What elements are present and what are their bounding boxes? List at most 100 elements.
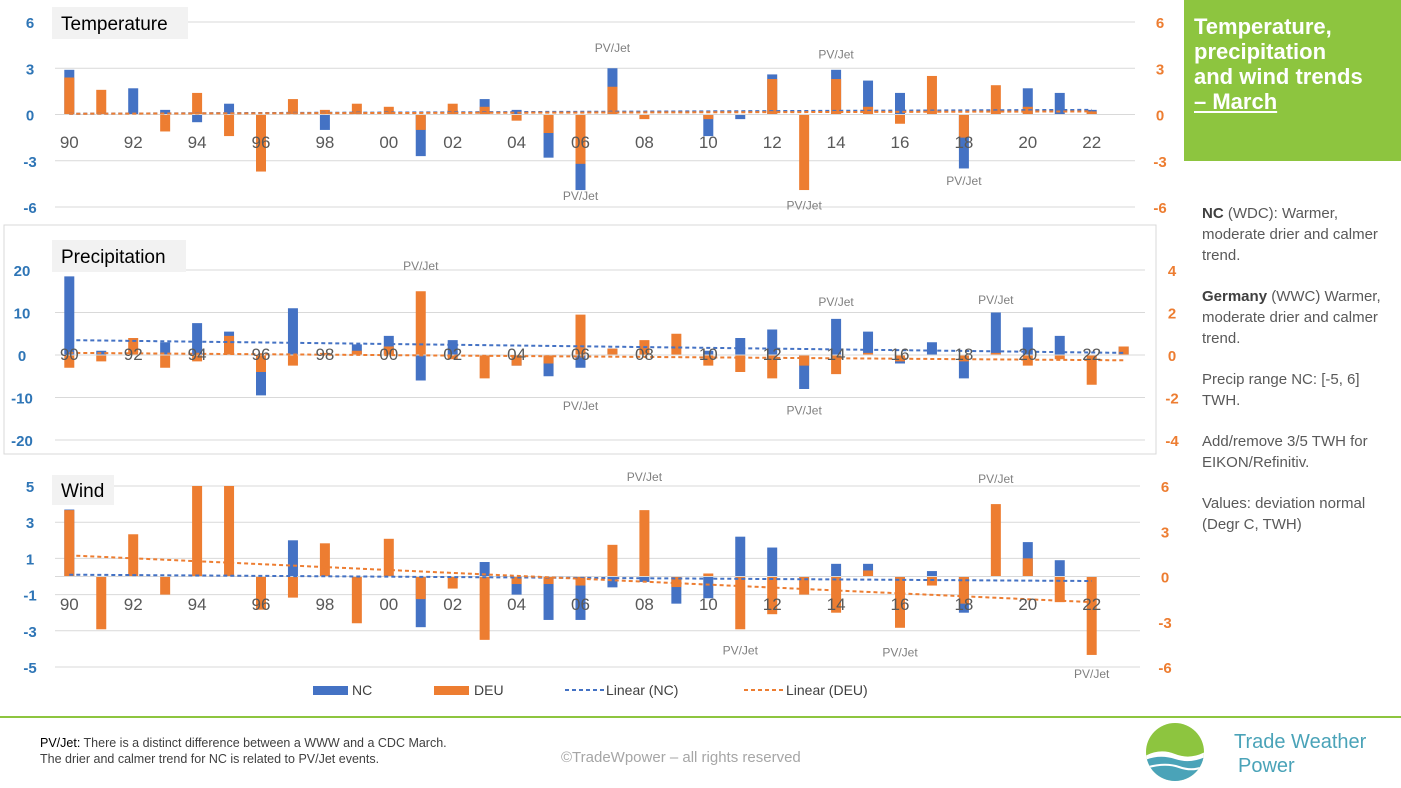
sidebar-notes: NC (WDC): Warmer, moderate drier and cal… <box>1202 203 1397 555</box>
bar-deu <box>479 355 490 379</box>
x-tick-label: 94 <box>188 595 207 614</box>
annotation-pvjet: PV/Jet <box>403 259 439 273</box>
x-tick-label: 00 <box>379 345 398 364</box>
x-tick-label: 98 <box>315 595 334 614</box>
sidebar-title-link[interactable]: – March <box>1194 89 1278 114</box>
bar-deu <box>767 355 778 379</box>
bar-nc <box>64 276 75 355</box>
x-tick-label: 94 <box>188 133 207 152</box>
bar-deu <box>192 486 203 577</box>
bar-nc <box>575 355 586 368</box>
bar-deu <box>256 114 266 172</box>
bar-nc <box>703 576 714 599</box>
bar-deu <box>607 86 618 115</box>
bar-nc <box>767 329 778 355</box>
bar-deu <box>1086 355 1097 385</box>
x-tick-label: 92 <box>124 345 143 364</box>
x-tick-label: 90 <box>60 595 79 614</box>
bar-nc <box>192 323 203 355</box>
bar-deu <box>256 355 266 372</box>
left-tick-label: -3 <box>23 154 36 171</box>
bar-deu <box>415 576 426 600</box>
x-tick-label: 22 <box>1082 345 1101 364</box>
bar-deu <box>831 355 842 375</box>
bar-nc <box>863 80 874 115</box>
bar-deu <box>543 114 554 133</box>
bar-nc <box>192 114 203 123</box>
brand-name: Trade Weather Power <box>1234 730 1366 778</box>
bar-deu <box>767 576 778 615</box>
bar-nc <box>895 92 905 115</box>
bar-deu <box>1022 558 1033 577</box>
bar-deu <box>958 114 969 138</box>
x-tick-label: 18 <box>954 133 973 152</box>
panel-frame <box>3 224 1157 455</box>
bar-deu <box>863 570 874 577</box>
note-nc: NC (WDC): Warmer, moderate drier and cal… <box>1202 205 1378 264</box>
bar-deu <box>415 114 426 130</box>
bar-deu <box>895 114 905 124</box>
left-tick-label: 3 <box>26 61 34 78</box>
left-tick-label: -5 <box>23 660 36 677</box>
bar-nc <box>767 547 778 577</box>
x-tick-label: 16 <box>891 595 910 614</box>
bar-nc <box>383 335 394 355</box>
note-eikon: Add/remove 3/5 TWH for EIKON/Refinitiv. <box>1202 433 1368 471</box>
right-tick-label: -3 <box>1158 615 1171 632</box>
bar-nc <box>990 312 1001 355</box>
bar-nc <box>256 355 266 396</box>
left-tick-label: -1 <box>23 588 36 605</box>
sidebar-title-line-2: precipitation <box>1194 39 1327 64</box>
left-tick-label: 3 <box>26 515 34 532</box>
left-tick-label: -10 <box>11 391 33 408</box>
x-tick-label: 00 <box>379 595 398 614</box>
right-tick-label: 0 <box>1156 108 1164 125</box>
bar-deu <box>799 114 810 191</box>
x-tick-label: 98 <box>315 345 334 364</box>
bar-deu <box>224 486 235 577</box>
bar-deu <box>447 103 458 115</box>
bar-deu <box>767 79 778 115</box>
footnote-label: PV/Jet: <box>40 736 81 750</box>
bar-deu <box>415 291 426 355</box>
right-tick-label: -6 <box>1153 200 1166 217</box>
bar-deu <box>287 355 298 366</box>
bar-deu <box>575 114 586 164</box>
x-tick-label: 96 <box>252 345 271 364</box>
bar-deu <box>224 114 235 137</box>
bar-deu <box>607 544 618 577</box>
right-tick-label: 4 <box>1168 263 1177 280</box>
x-tick-label: 16 <box>891 345 910 364</box>
bar-deu <box>926 75 937 115</box>
legend-label-nc: NC <box>352 682 372 698</box>
bar-deu <box>607 348 618 355</box>
x-tick-label: 10 <box>699 133 718 152</box>
brand-line-1: Trade Weather <box>1234 731 1367 753</box>
footnote-line-1: There is a distinct difference between a… <box>80 736 447 750</box>
note-values: Values: deviation normal (Degr C, TWH) <box>1202 495 1366 533</box>
bar-deu <box>735 355 746 372</box>
x-tick-label: 10 <box>699 345 718 364</box>
annotation-pvjet: PV/Jet <box>723 644 759 658</box>
footnote-line-2: The drier and calmer trend for NC is rel… <box>40 752 380 766</box>
bar-nc <box>511 576 522 595</box>
bar-deu <box>160 576 171 595</box>
bar-nc <box>926 342 937 355</box>
bar-deu <box>958 576 969 604</box>
x-tick-label: 08 <box>635 133 654 152</box>
bar-nc <box>703 114 714 137</box>
x-tick-label: 92 <box>124 595 143 614</box>
bar-deu <box>863 352 874 355</box>
bar-deu <box>1086 576 1097 655</box>
chart-title-box <box>52 240 186 272</box>
right-tick-label: 3 <box>1161 524 1169 541</box>
legend-swatch-deu <box>434 686 469 695</box>
annotation-pvjet: PV/Jet <box>818 295 854 309</box>
bar-nc <box>479 562 490 577</box>
note-germany: Germany (WWC) Warmer, moderate drier and… <box>1202 288 1381 347</box>
legend-label-deu: DEU <box>474 682 504 698</box>
right-tick-label: -4 <box>1165 433 1179 450</box>
right-tick-label: 6 <box>1161 479 1169 496</box>
bar-deu <box>383 346 394 355</box>
